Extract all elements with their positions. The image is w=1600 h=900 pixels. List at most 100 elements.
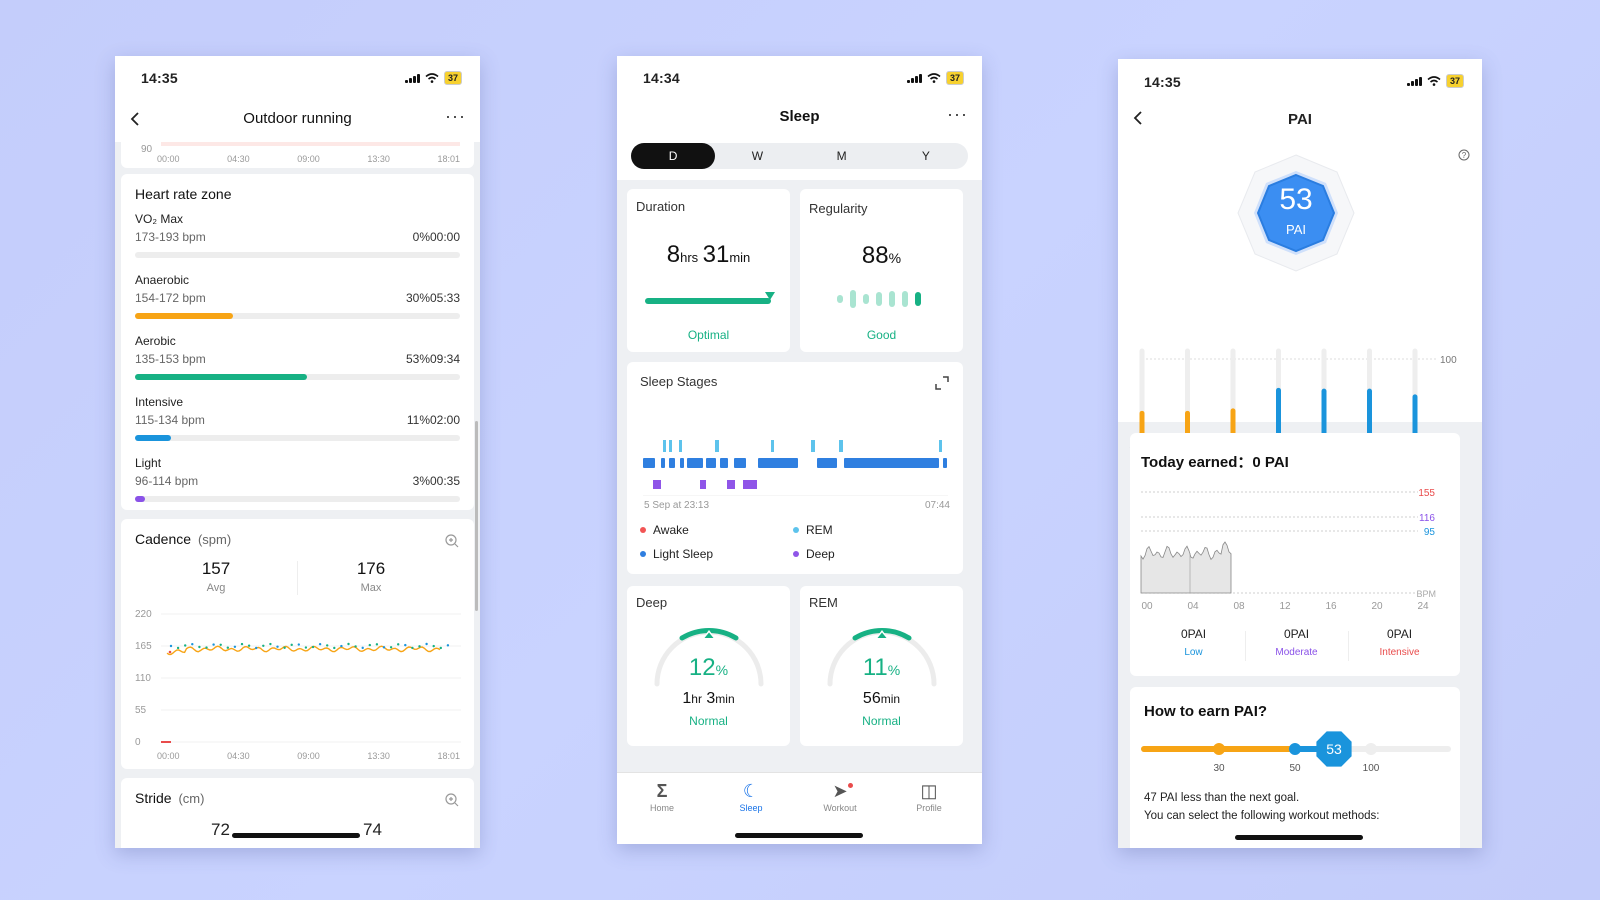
x-tick: 00:00 <box>157 751 180 761</box>
rem-sleep-card[interactable]: REM 11% 56min Normal <box>800 586 963 746</box>
expand-icon[interactable] <box>935 376 949 390</box>
x-tick: 04:30 <box>227 751 250 761</box>
cadence-point <box>184 644 187 647</box>
zone-progress-track <box>135 496 460 502</box>
status-time: 14:34 <box>643 70 680 86</box>
stat-value: 0PAI <box>1283 627 1310 641</box>
legend-dot-icon <box>640 551 646 557</box>
pai-header: PAI ? 53 PAI 10031/0801/0902/0903/0904/0… <box>1118 101 1482 461</box>
cadence-point <box>269 642 272 646</box>
deep-pct-unit: % <box>715 662 729 678</box>
light-sleep-segment <box>734 458 746 468</box>
help-icon[interactable]: ? <box>1458 149 1470 161</box>
regularity-bar <box>850 290 856 308</box>
light-sleep-segment <box>720 458 728 468</box>
pai-goal-slider: 30 50 100 53 <box>1141 731 1451 774</box>
card-title: Regularity <box>809 201 868 216</box>
x-tick: 09:00 <box>297 751 320 761</box>
x-tick: 13:30 <box>367 154 390 164</box>
segment-y[interactable]: Y <box>921 149 930 163</box>
zoom-icon[interactable] <box>444 533 460 549</box>
y-tick: 110 <box>135 673 151 684</box>
cadence-card: Cadence (spm) 157 Avg 176 Max 220 165 110 5… <box>121 519 474 769</box>
heart-rate-area <box>1140 541 1232 594</box>
tab-label: Workout <box>823 803 857 813</box>
stat-label: Low <box>1184 647 1203 658</box>
status-label: Normal <box>862 714 901 728</box>
regularity-bar <box>915 292 921 306</box>
segment-w[interactable]: W <box>751 149 764 163</box>
scrollbar[interactable] <box>475 421 478 611</box>
cadence-point <box>347 642 350 646</box>
status-time: 14:35 <box>141 70 178 86</box>
hours-unit: hrs <box>680 250 699 265</box>
x-tick: 00:00 <box>157 154 180 164</box>
stat-divider <box>1348 631 1349 661</box>
back-icon[interactable] <box>1130 109 1148 127</box>
pai-value: 53 <box>1279 183 1313 216</box>
zone-percent: 30% <box>405 291 430 305</box>
tab-workout[interactable]: ➤ Workout <box>800 781 880 813</box>
avg-label: Avg <box>206 582 226 594</box>
legend-item: Light Sleep <box>640 547 713 561</box>
more-icon[interactable]: ··· <box>947 104 968 124</box>
card-title: Deep <box>636 595 668 610</box>
zone-progress-track <box>135 252 460 258</box>
regularity-card[interactable]: Regularity 88% Good <box>800 189 963 352</box>
home-indicator <box>232 833 360 838</box>
regularity-bars <box>837 287 929 311</box>
stat-value: 0PAI <box>1386 627 1413 641</box>
stride-value-2: 74 <box>363 820 382 839</box>
tab-bar: Σ Home ☾ Sleep ➤ Workout ◫ Profile <box>617 772 982 844</box>
tab-home[interactable]: Σ Home <box>622 781 702 813</box>
more-icon[interactable]: ··· <box>445 106 466 126</box>
cadence-point <box>297 643 300 646</box>
cadence-point <box>432 644 435 648</box>
duration-card[interactable]: Duration 8hrs 31min Optimal <box>627 189 790 352</box>
segment-d[interactable]: D <box>631 143 716 169</box>
rem-pct: 11 <box>862 654 888 681</box>
sleep-stages-card[interactable]: Sleep Stages 5 Sep at 23:13 07:44 Awake R… <box>627 362 963 574</box>
moon-icon: ☾ <box>742 781 760 801</box>
cadence-point <box>191 642 194 646</box>
tab-profile[interactable]: ◫ Profile <box>889 781 969 813</box>
start-time: 5 Sep at 23:13 <box>644 500 710 511</box>
regularity-bar <box>902 291 908 307</box>
tab-sleep[interactable]: ☾ Sleep <box>711 781 791 813</box>
light-sleep-segment <box>680 458 684 468</box>
tab-label: Home <box>649 803 674 813</box>
goal-mark <box>1213 743 1225 755</box>
cadence-line <box>166 645 441 656</box>
svg-text:?: ? <box>1462 151 1467 160</box>
rem-minutes: 56 <box>862 690 881 707</box>
nav-bar: Outdoor running ··· <box>115 98 480 142</box>
deep-segment <box>653 480 661 489</box>
page-title: PAI <box>1288 111 1312 128</box>
cadence-point <box>318 642 322 646</box>
zoom-icon[interactable] <box>444 792 460 808</box>
deep-sleep-card[interactable]: Deep 12% 1hr 3min Normal <box>627 586 790 746</box>
wifi-icon <box>425 73 439 83</box>
y-tick: 165 <box>135 641 152 652</box>
current-pai-value: 53 <box>1326 741 1342 757</box>
battery-icon: 37 <box>945 71 964 85</box>
cadence-point <box>198 645 201 649</box>
rem-segment <box>839 440 843 452</box>
deep-segment <box>727 480 735 489</box>
back-icon[interactable] <box>127 110 145 128</box>
status-bar: 14:35 37 <box>1118 59 1482 101</box>
status-label: Optimal <box>687 328 730 342</box>
legend-dot-icon <box>640 527 646 533</box>
zone-percent: 53% <box>405 352 430 366</box>
deep-hours-unit: hr <box>691 692 702 706</box>
deep-segment <box>700 480 706 489</box>
regularity-bar <box>863 294 869 304</box>
how-to-earn-card: How to earn PAI? 30 50 100 53 47 PAI less t… <box>1130 687 1460 848</box>
cadence-point <box>368 643 371 647</box>
segment-m[interactable]: M <box>836 149 847 163</box>
zone-range: 173-193 bpm <box>135 230 206 244</box>
x-tick: 18:01 <box>437 154 460 164</box>
card-title: Duration <box>636 199 686 214</box>
cadence-point <box>333 646 336 650</box>
hours-value: 8 <box>666 241 681 268</box>
